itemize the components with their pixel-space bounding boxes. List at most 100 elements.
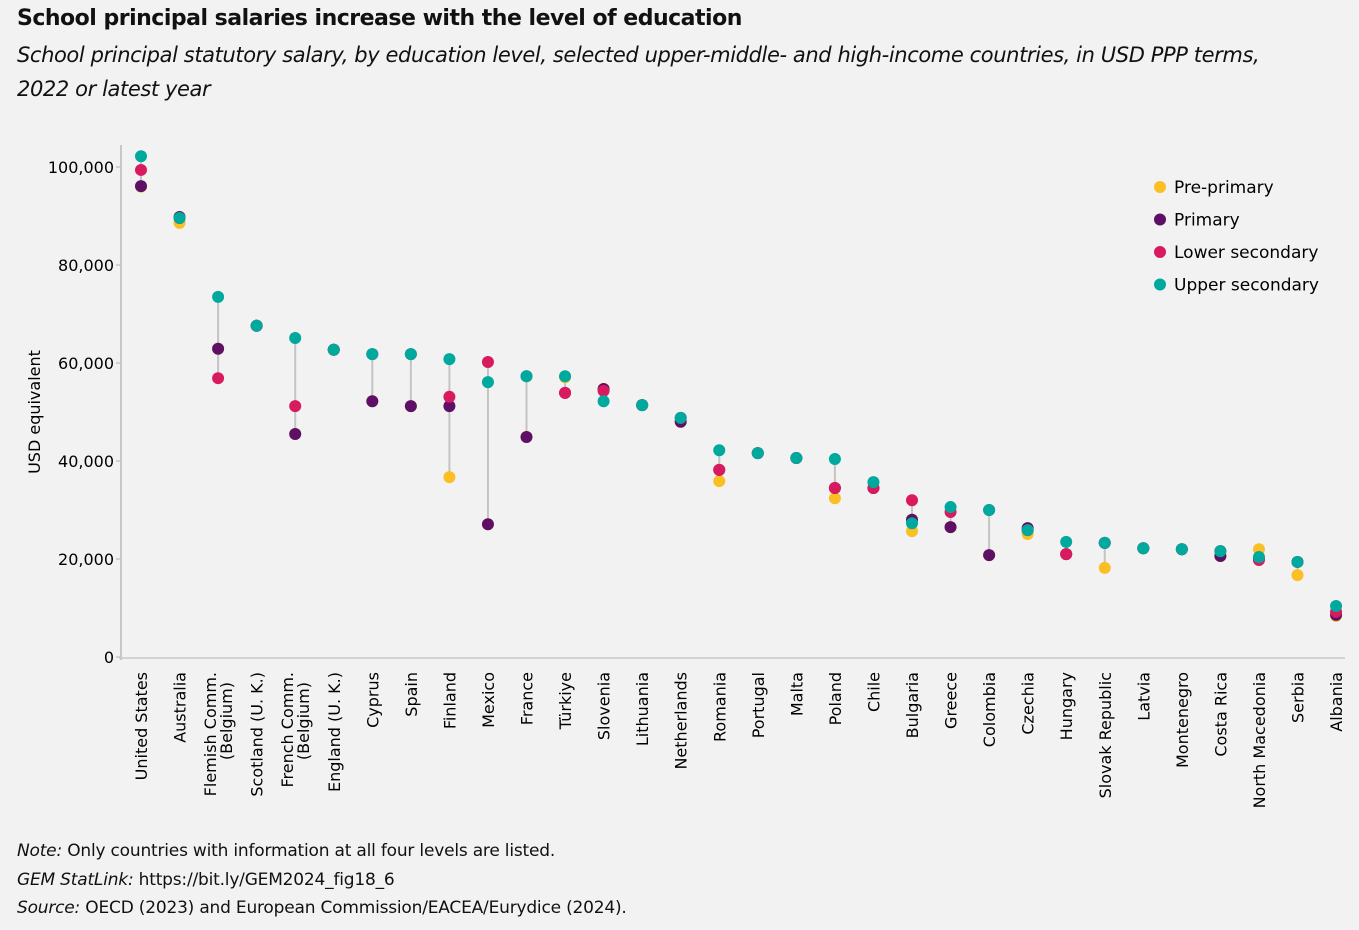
- note-label: Note:: [17, 841, 62, 861]
- data-point: [713, 475, 726, 488]
- note-text: Only countries with information at all f…: [61, 841, 556, 861]
- x-tick-label: Hungary: [1057, 672, 1076, 740]
- legend-marker: [1154, 181, 1166, 193]
- data-point: [1291, 555, 1304, 568]
- x-tick-label: Finland: [440, 672, 459, 729]
- data-point: [443, 471, 456, 484]
- y-axis-label: USD equivalent: [25, 350, 44, 474]
- data-point: [713, 444, 726, 457]
- x-tick-label: Albania: [1327, 672, 1346, 732]
- data-point: [135, 180, 147, 193]
- statlink: GEM StatLink: https://bit.ly/GEM2024_fig…: [17, 870, 395, 890]
- data-point: [1330, 600, 1343, 613]
- y-tick-label: 60,000: [58, 354, 114, 373]
- data-point: [212, 290, 225, 303]
- y-tick-label: 80,000: [58, 256, 114, 275]
- x-tick-label: Türkiye: [556, 672, 575, 730]
- x-tick-label: North Macedonia: [1250, 672, 1269, 808]
- data-point: [944, 521, 957, 534]
- x-tick-label: Scotland (U. K.): [248, 672, 267, 797]
- x-tick-label: Slovenia: [595, 672, 614, 740]
- x-tick-label: Flemish Comm.(Belgium): [201, 672, 236, 796]
- dot-plot: 0 20,000 40,000 60,000 80,000 100,000 USD equi…: [25, 145, 1346, 808]
- data-point: [906, 494, 918, 507]
- data-point: [1175, 543, 1188, 556]
- data-point: [250, 319, 263, 332]
- data-point: [481, 356, 494, 369]
- data-point: [289, 400, 302, 413]
- data-point: [636, 399, 649, 412]
- x-tick-label: Bulgaria: [903, 672, 922, 738]
- data-point: [1060, 548, 1073, 561]
- data-point: [481, 376, 494, 389]
- data-point: [983, 549, 996, 562]
- legend-marker: [1154, 213, 1166, 226]
- source-text: OECD (2023) and European Commission/EACE…: [80, 898, 627, 918]
- x-tick-label: England (U. K.): [325, 672, 344, 792]
- data-point: [366, 348, 379, 361]
- x-tick-label: Portugal: [749, 672, 768, 738]
- data-point: [1060, 535, 1073, 548]
- data-point: [212, 342, 225, 355]
- x-tick-label: Mexico: [479, 672, 498, 728]
- x-tick-label: Czechia: [1019, 672, 1038, 735]
- data-point: [944, 501, 957, 514]
- y-tick-label: 20,000: [58, 550, 114, 569]
- legend-marker: [1154, 278, 1166, 291]
- source: Source: OECD (2023) and European Commiss…: [17, 898, 627, 918]
- data-point: [1291, 569, 1304, 582]
- x-tick-label: Romania: [710, 672, 729, 742]
- x-tick-label: Australia: [171, 672, 190, 743]
- data-point: [867, 476, 880, 489]
- legend-label: Pre-primary: [1174, 178, 1274, 198]
- data-point: [520, 370, 533, 383]
- x-tick-label: Lithuania: [633, 672, 652, 746]
- data-point: [713, 463, 726, 476]
- y-tick-label: 40,000: [58, 452, 114, 471]
- source-label: Source:: [17, 898, 81, 918]
- chart-title: School principal salaries increase with …: [17, 6, 742, 31]
- x-tick-label: Slovak Republic: [1096, 672, 1115, 798]
- x-tick-label: Chile: [864, 672, 883, 712]
- data-point: [597, 395, 610, 408]
- x-tick-label: Cyprus: [363, 672, 382, 728]
- legend-label: Upper secondary: [1174, 276, 1319, 296]
- x-tick-label: France: [518, 672, 537, 725]
- x-tick-label: Netherlands: [672, 672, 691, 770]
- data-point: [828, 453, 841, 466]
- data-point: [443, 353, 456, 366]
- data-point: [751, 447, 764, 460]
- statlink-url[interactable]: https://bit.ly/GEM2024_fig18_6: [133, 870, 395, 890]
- data-point: [828, 481, 841, 494]
- chart-subtitle: School principal statutory salary, by ed…: [17, 43, 1260, 101]
- x-tick-label: Serbia: [1289, 672, 1308, 723]
- data-point: [1137, 542, 1150, 555]
- data-point: [481, 518, 494, 531]
- x-tick-label: Spain: [402, 672, 421, 717]
- data-point: [1021, 524, 1034, 537]
- data-point: [559, 370, 572, 383]
- data-point: [1098, 536, 1111, 549]
- data-point: [790, 452, 803, 465]
- x-tick-label: Malta: [787, 672, 806, 716]
- data-point: [212, 372, 225, 385]
- note: Note: Only countries with information at…: [17, 841, 555, 861]
- data-point: [443, 400, 456, 413]
- legend-label: Lower secondary: [1174, 243, 1318, 263]
- data-point: [906, 517, 918, 530]
- y-tick-label: 100,000: [48, 158, 114, 177]
- data-point: [404, 400, 417, 413]
- data-point: [135, 150, 147, 163]
- x-tick-label: Costa Rica: [1211, 672, 1230, 757]
- x-tick-label: Poland: [826, 672, 845, 725]
- data-point: [443, 390, 456, 403]
- statlink-label: GEM StatLink:: [17, 870, 134, 890]
- x-tick-label: Greece: [942, 672, 961, 729]
- data-point: [1252, 551, 1265, 564]
- x-tick-label: United States: [132, 672, 151, 780]
- data-point: [597, 384, 610, 397]
- data-point: [289, 332, 302, 345]
- data-point: [173, 211, 186, 224]
- data-point: [983, 504, 996, 516]
